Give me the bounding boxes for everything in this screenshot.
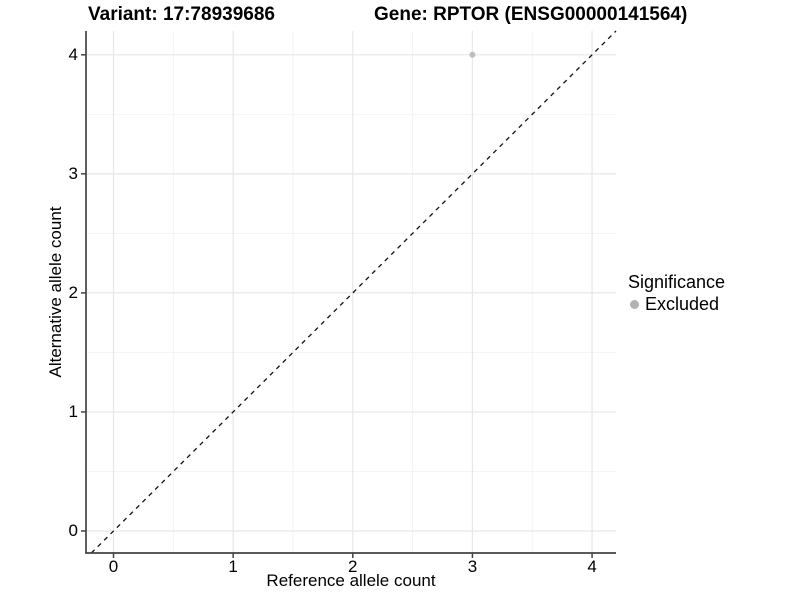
x-tick-label: 0 (108, 557, 119, 576)
y-tick-label: 0 (68, 520, 78, 540)
legend-title: Significance (628, 272, 726, 292)
y-tick-label: 1 (68, 401, 78, 421)
y-tick-label: 2 (68, 282, 78, 302)
excluded-point-icon (630, 300, 639, 309)
x-tick-label: 2 (348, 557, 358, 576)
data-point (469, 51, 476, 58)
y-axis-label: Alternative allele count (46, 206, 65, 378)
x-axis-label: Reference allele count (266, 571, 436, 590)
legend-entry: Excluded (628, 294, 725, 315)
legend-entry-label: Excluded (645, 294, 720, 314)
y-tick-label: 4 (68, 44, 78, 64)
x-tick-label: 3 (467, 557, 478, 576)
gene-title: Gene: RPTOR (ENSG00000141564) (374, 4, 688, 25)
x-tick-label: 1 (228, 557, 238, 576)
y-tick-label: 3 (68, 163, 78, 183)
x-tick-label: 4 (587, 557, 597, 576)
identity-line (90, 30, 617, 554)
legend: Significance Excluded (628, 272, 725, 315)
variant-title: Variant: 17:78939686 (88, 4, 275, 25)
